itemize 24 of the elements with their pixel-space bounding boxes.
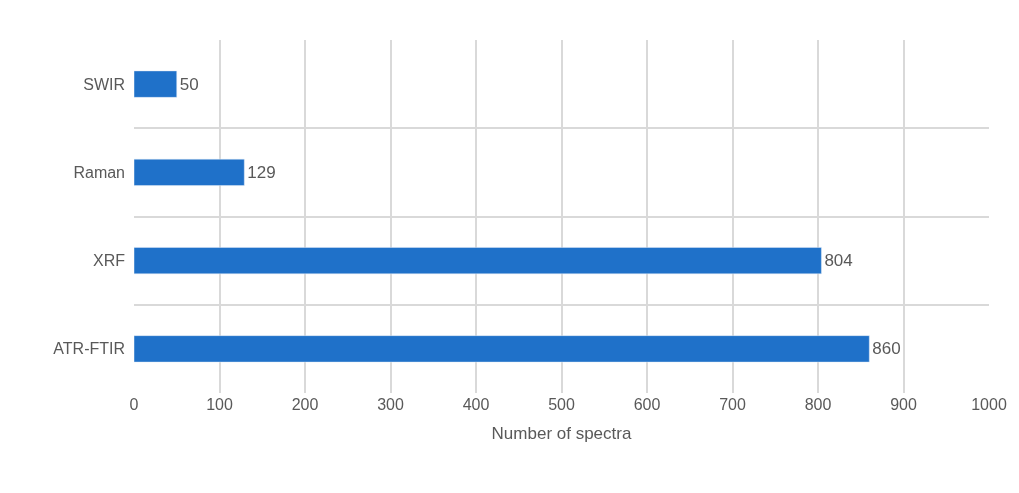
data-label: 804 [824, 251, 853, 271]
x-tick-label: 900 [890, 396, 917, 413]
y-tick-label: XRF [93, 252, 126, 270]
y-tick-label: SWIR [83, 75, 125, 93]
x-tick-label: 300 [377, 396, 404, 413]
y-tick-label: Raman [73, 163, 125, 181]
x-tick-label: 800 [804, 396, 832, 413]
data-label: 129 [247, 162, 276, 182]
bar [134, 70, 177, 98]
x-tick-label: 400 [462, 396, 490, 413]
bar [134, 247, 822, 275]
x-tick-label: 100 [206, 396, 233, 413]
x-tick-label: 200 [291, 396, 319, 413]
data-label: 860 [872, 339, 901, 359]
x-tick-label: 0 [129, 396, 139, 413]
x-tick-label: 700 [719, 396, 746, 413]
x-tick-label: 500 [548, 396, 575, 413]
x-axis-title: Number of spectra [491, 424, 632, 444]
bar [134, 158, 245, 186]
y-tick-label: ATR-FTIR [53, 340, 125, 358]
x-tick-label: 600 [633, 396, 661, 413]
x-tick-label: 1000 [971, 396, 1007, 413]
data-label: 50 [179, 74, 199, 94]
bar [134, 335, 870, 363]
